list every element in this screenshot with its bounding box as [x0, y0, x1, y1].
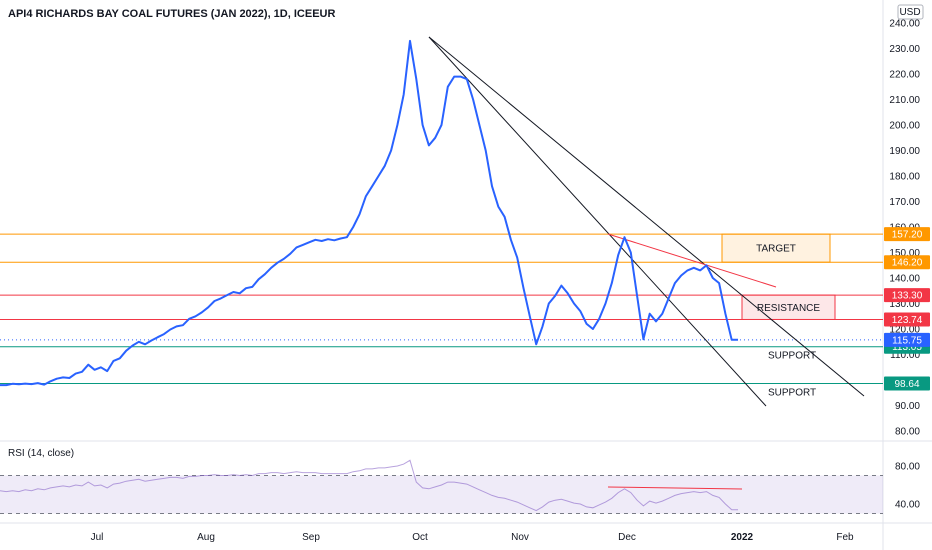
- price-line: [0, 39, 738, 387]
- support-label: SUPPORT: [768, 351, 816, 362]
- rsi-tick-label: 80.00: [895, 462, 920, 473]
- price-labels: 157.20 146.20 133.30 123.74 113.05 98.64 115.7…: [884, 227, 930, 391]
- rsi-trendline: [607, 486, 743, 490]
- rsi-band: [0, 475, 883, 514]
- last-price-tag: [884, 332, 930, 347]
- support-label: SUPPORT: [768, 387, 816, 398]
- y-tick-label: 140.00: [889, 274, 920, 285]
- annotation-label: TARGET: [756, 244, 796, 255]
- level-price-tag: [884, 288, 930, 303]
- level-price-label: 113.05: [892, 342, 922, 353]
- level-price-tag: [884, 312, 930, 327]
- x-tick-label: Jul: [91, 532, 104, 543]
- y-tick-label: 240.00: [889, 19, 920, 30]
- level-price-label: 157.20: [892, 230, 923, 241]
- x-tick-label: Sep: [302, 532, 320, 543]
- y-tick-label: 200.00: [889, 121, 920, 132]
- rsi-panel: [0, 475, 883, 514]
- x-tick-label: Feb: [836, 532, 854, 543]
- y-tick-label: 170.00: [889, 197, 920, 208]
- rsi-tick-label: 40.00: [895, 500, 920, 511]
- y-tick-label: 150.00: [889, 248, 920, 259]
- y-tick-label: 110.00: [890, 350, 920, 361]
- price-series: [0, 39, 738, 387]
- level-price-tag: [884, 376, 930, 391]
- y-tick-label: 120.00: [889, 325, 920, 336]
- x-tick-label: Nov: [511, 532, 529, 543]
- level-price-label: 123.74: [892, 315, 923, 326]
- last-price-label: 115.75: [892, 335, 922, 346]
- level-price-label: 133.30: [892, 291, 923, 302]
- level-price-tag: [884, 227, 930, 242]
- trendlines: [428, 36, 865, 490]
- level-price-label: 146.20: [892, 258, 923, 269]
- time-axis: Jul Aug Sep Oct Nov Dec 2022 Feb: [91, 532, 854, 543]
- x-tick-label: 2022: [731, 532, 754, 543]
- rsi-line: [0, 459, 738, 512]
- level-price-tag: [884, 255, 930, 270]
- y-tick-label: 230.00: [889, 44, 920, 55]
- x-tick-label: Dec: [618, 532, 636, 543]
- annotation-boxes: TARGET RESISTANCE SUPPORT SUPPORT: [721, 233, 836, 398]
- level-price-label: 98.64: [894, 379, 919, 390]
- currency-box[interactable]: [897, 4, 924, 20]
- annotation-box: [741, 294, 836, 320]
- trendline-resistance: [607, 233, 777, 288]
- y-tick-label: 180.00: [889, 172, 920, 183]
- x-tick-label: Oct: [412, 532, 428, 543]
- y-tick-label: 80.00: [895, 427, 920, 438]
- currency-label: USD: [899, 7, 920, 18]
- annotation-label: RESISTANCE: [757, 303, 820, 314]
- chart-title: API4 RICHARDS BAY COAL FUTURES (JAN 2022…: [8, 8, 335, 20]
- rsi-series: [0, 459, 738, 512]
- trendline-steep: [428, 36, 767, 407]
- y-tick-label: 210.00: [889, 95, 920, 106]
- annotation-box: [721, 233, 831, 263]
- trendline-shallow: [428, 36, 865, 397]
- y-tick-label: 220.00: [889, 70, 920, 81]
- y-tick-label: 130.00: [889, 299, 920, 310]
- y-tick-label: 190.00: [889, 146, 920, 157]
- x-tick-label: Aug: [197, 532, 215, 543]
- rsi-title: RSI (14, close): [8, 448, 74, 459]
- y-tick-label: 90.00: [895, 401, 920, 412]
